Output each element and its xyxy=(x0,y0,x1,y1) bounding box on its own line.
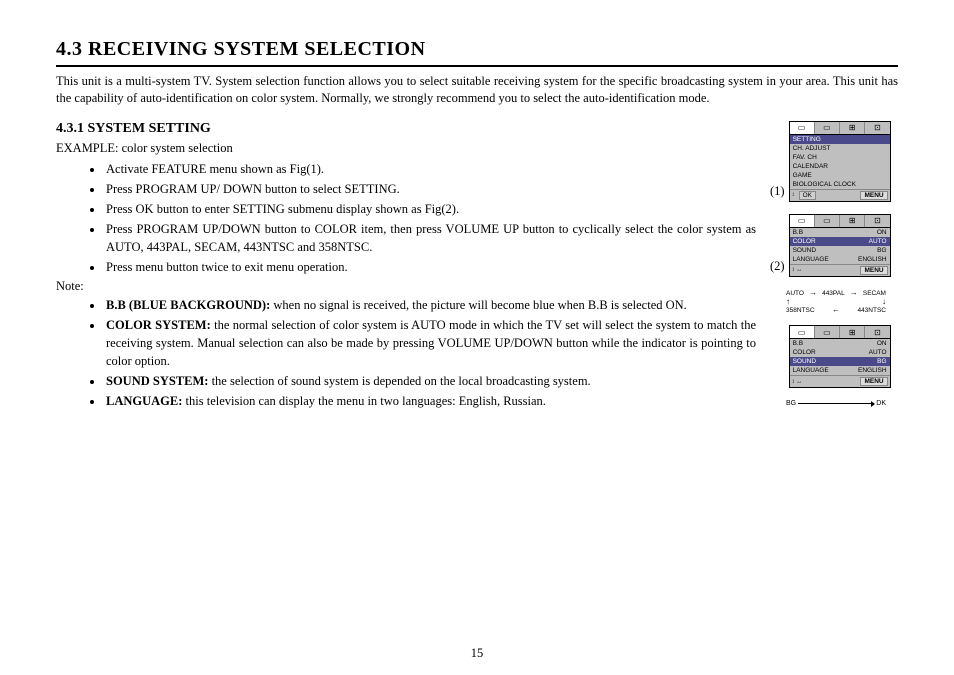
osd-row: CH. ADJUST xyxy=(790,144,890,153)
steps-list: Activate FEATURE menu shown as Fig(1). P… xyxy=(56,160,756,277)
osd-tabs: ▭ ▭ ⊞ ⊡ xyxy=(790,122,890,135)
note-term: SOUND SYSTEM: xyxy=(106,374,208,388)
step-item: Press OK button to enter SETTING submenu… xyxy=(104,200,756,218)
step-item: Press menu button twice to exit menu ope… xyxy=(104,258,756,276)
osd-menu-1: ▭ ▭ ⊞ ⊡ SETTING CH. ADJUST FAV. CH CALEN… xyxy=(789,121,891,202)
osd-row: CALENDAR xyxy=(790,162,890,171)
step-item: Activate FEATURE menu shown as Fig(1). xyxy=(104,160,756,178)
right-column: (1) ▭ ▭ ⊞ ⊡ SETTING CH. ADJUST FAV. CH C… xyxy=(770,121,898,413)
osd-tab-icon: ▭ xyxy=(790,215,815,227)
note-label: Note: xyxy=(56,279,756,294)
osd-menu-3: ▭ ▭ ⊞ ⊡ B.BON COLORAUTO SOUNDBG LANGUAGE… xyxy=(789,325,891,388)
osd-row: LANGUAGEENGLISH xyxy=(790,366,890,375)
osd-tab-icon: ▭ xyxy=(815,215,840,227)
ok-button: OK xyxy=(799,191,816,200)
osd-row: GAME xyxy=(790,171,890,180)
cycle-node: BG xyxy=(786,400,796,407)
osd-row: BIOLOGICAL CLOCK xyxy=(790,180,890,189)
osd-row: SOUNDBG xyxy=(790,246,890,255)
osd-tabs: ▭ ▭ ⊞ ⊡ xyxy=(790,215,890,228)
osd-footer: ↕ OK MENU xyxy=(790,189,890,201)
osd-row: SETTING xyxy=(790,135,890,144)
left-column: 4.3.1 SYSTEM SETTING EXAMPLE: color syst… xyxy=(56,121,756,413)
osd-tab-icon: ⊞ xyxy=(840,215,865,227)
osd-row: FAV. CH xyxy=(790,153,890,162)
osd-tab-icon: ⊞ xyxy=(840,326,865,338)
step-item: Press PROGRAM UP/ DOWN button to select … xyxy=(104,180,756,198)
menu-button: MENU xyxy=(860,191,887,200)
menu-button: MENU xyxy=(860,266,887,275)
osd-tab-icon: ⊡ xyxy=(865,215,889,227)
osd-tab-icon: ▭ xyxy=(815,122,840,134)
notes-list: B.B (BLUE BACKGROUND): when no signal is… xyxy=(56,296,756,411)
osd-tab-icon: ⊡ xyxy=(865,326,889,338)
page-number: 15 xyxy=(0,646,954,661)
osd-tabs: ▭ ▭ ⊞ ⊡ xyxy=(790,326,890,339)
note-term: COLOR SYSTEM: xyxy=(106,318,211,332)
heading-rule xyxy=(56,65,898,67)
cycle-node: SECAM xyxy=(863,290,886,297)
nav-arrows-icon: ↕ ↔ xyxy=(790,379,805,385)
section-heading: 4.3 RECEIVING SYSTEM SELECTION xyxy=(56,38,898,61)
osd-row: SOUNDBG xyxy=(790,357,890,366)
osd-body: B.BON COLORAUTO SOUNDBG LANGUAGEENGLISH xyxy=(790,339,890,375)
osd-tab-icon: ▭ xyxy=(815,326,840,338)
osd-row: COLORAUTO xyxy=(790,237,890,246)
color-cycle-diagram: AUTO 443PAL SECAM ↑↓ 358NTSC 443NTSC xyxy=(786,289,886,315)
cycle-node: 443PAL xyxy=(822,290,845,297)
figure-3: (3) ▭ ▭ ⊞ ⊡ B.BON COLORAUTO SOUNDBG LANG… xyxy=(770,325,898,388)
osd-tab-icon: ⊞ xyxy=(840,122,865,134)
note-item: SOUND SYSTEM: the selection of sound sys… xyxy=(104,372,756,390)
osd-menu-2: ▭ ▭ ⊞ ⊡ B.BON COLORAUTO SOUNDBG LANGUAGE… xyxy=(789,214,891,277)
osd-row: COLORAUTO xyxy=(790,348,890,357)
osd-footer: ↕ ↔ MENU xyxy=(790,375,890,387)
nav-arrows-icon: ↕ xyxy=(790,192,797,198)
note-text: the selection of sound system is depende… xyxy=(208,374,590,388)
figure-1: (1) ▭ ▭ ⊞ ⊡ SETTING CH. ADJUST FAV. CH C… xyxy=(770,121,898,202)
osd-row: B.BON xyxy=(790,339,890,348)
osd-tab-icon: ⊡ xyxy=(865,122,889,134)
step-item: Press PROGRAM UP/DOWN button to COLOR it… xyxy=(104,220,756,256)
note-item: LANGUAGE: this television can display th… xyxy=(104,392,756,410)
osd-row: LANGUAGEENGLISH xyxy=(790,255,890,264)
note-text: when no signal is received, the picture … xyxy=(270,298,687,312)
osd-tab-icon: ▭ xyxy=(790,326,815,338)
nav-arrows-icon: ↕ ↔ xyxy=(790,267,805,273)
figure-2-label: (2) xyxy=(770,260,785,277)
note-text: this television can display the menu in … xyxy=(182,394,546,408)
sound-cycle-diagram: BG DK xyxy=(786,400,886,407)
osd-body: B.BON COLORAUTO SOUNDBG LANGUAGEENGLISH xyxy=(790,228,890,264)
cycle-node: 443NTSC xyxy=(857,307,886,314)
osd-body: SETTING CH. ADJUST FAV. CH CALENDAR GAME… xyxy=(790,135,890,189)
cycle-node: 358NTSC xyxy=(786,307,815,314)
note-term: B.B (BLUE BACKGROUND): xyxy=(106,298,270,312)
menu-button: MENU xyxy=(860,377,887,386)
cycle-node: DK xyxy=(876,400,886,407)
note-item: COLOR SYSTEM: the normal selection of co… xyxy=(104,316,756,370)
subsection-heading: 4.3.1 SYSTEM SETTING xyxy=(56,121,756,137)
cycle-node: AUTO xyxy=(786,290,804,297)
figure-2: (2) ▭ ▭ ⊞ ⊡ B.BON COLORAUTO SOUNDBG LANG… xyxy=(770,214,898,277)
note-item: B.B (BLUE BACKGROUND): when no signal is… xyxy=(104,296,756,314)
osd-row: B.BON xyxy=(790,228,890,237)
osd-tab-icon: ▭ xyxy=(790,122,815,134)
intro-paragraph: This unit is a multi-system TV. System s… xyxy=(56,73,898,107)
figure-1-label: (1) xyxy=(770,185,785,202)
example-label: EXAMPLE: color system selection xyxy=(56,141,756,156)
note-term: LANGUAGE: xyxy=(106,394,182,408)
osd-footer: ↕ ↔ MENU xyxy=(790,264,890,276)
